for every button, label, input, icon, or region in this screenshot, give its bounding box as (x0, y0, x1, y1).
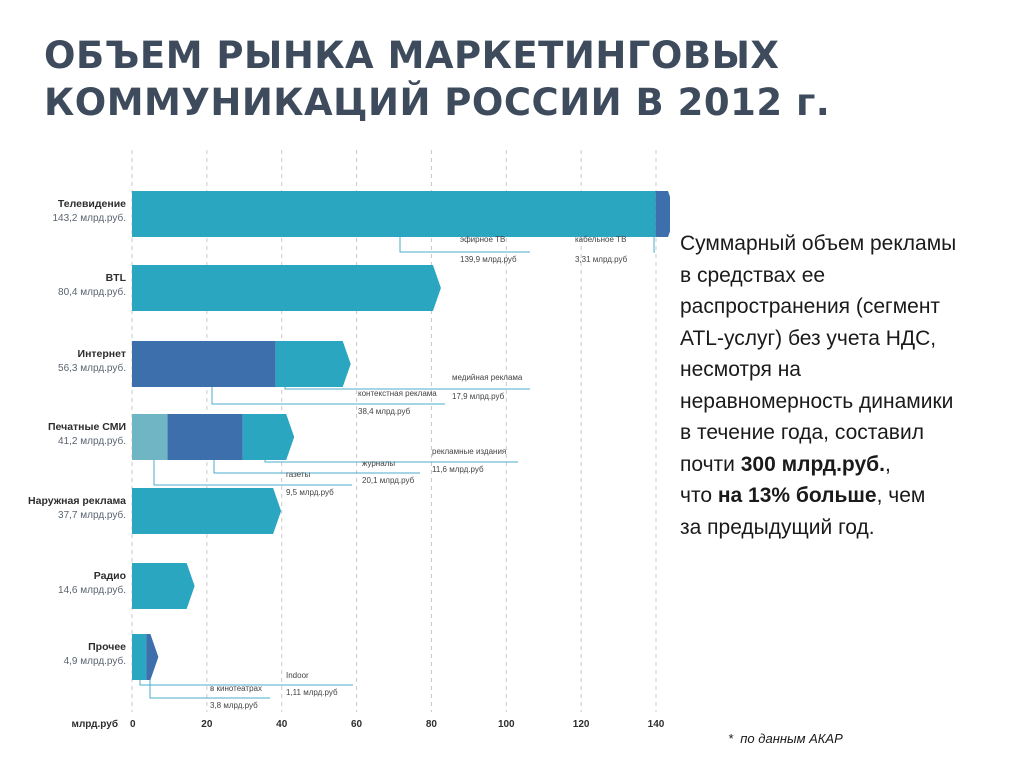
callout-segment-value: 3,8 млрд.руб (210, 701, 258, 710)
summary-line: неравномерность динамики (680, 389, 954, 413)
callout-segment-name: газеты (286, 470, 311, 479)
x-tick-label: 140 (648, 719, 665, 730)
summary-line: , чем (876, 484, 926, 507)
category-value-label: 80,4 млрд.руб. (58, 286, 126, 298)
summary-text: Суммарный объем рекламы в средствах ее р… (680, 228, 1020, 543)
x-tick-label: 120 (573, 719, 590, 730)
market-volume-chart: 0 20 40 60 80 100 120 140 млрд.руб Телевидение 143… (28, 150, 670, 730)
x-tick-label: 80 (426, 719, 438, 730)
category-label: Телевидение (58, 198, 126, 210)
callout-segment-name: контекстная реклама (358, 389, 437, 398)
callout-leader (284, 387, 530, 390)
callout-segment-value: 3,31 млрд.руб (575, 255, 628, 264)
callout-segment-name: в кинотеатрах (210, 684, 262, 693)
category-value-label: 56,3 млрд.руб. (58, 362, 126, 374)
callout-segment-name: кабельное ТВ (575, 235, 626, 244)
bar-segment (167, 414, 243, 460)
callout-leader (264, 460, 518, 463)
bar-segment (132, 488, 282, 534)
summary-line: Суммарный объем рекламы (680, 232, 957, 255)
callout-segment-name: Indoor (286, 671, 309, 680)
summary-line: в течение года, составил (680, 421, 924, 444)
bar-segment (132, 634, 147, 680)
callout-leader (653, 237, 655, 253)
summary-line: ATL-услуг) без учета НДС, (680, 326, 937, 350)
bar-segment (132, 563, 195, 609)
category-label: Наружная реклама (28, 495, 126, 507)
x-tick-label: 0 (130, 719, 136, 730)
callout-leader (399, 237, 530, 253)
bar-segment (275, 341, 351, 387)
callout-segment-value: 1,11 млрд.руб (286, 688, 338, 697)
summary-growth-highlight: на 13% больше (717, 484, 877, 507)
callout-segment-name: журналы (362, 459, 395, 468)
bar-segment (132, 341, 276, 387)
bar-segment (146, 634, 159, 680)
callout-leader (149, 680, 270, 699)
x-axis-label: млрд.руб (72, 718, 118, 730)
x-tick-label: 60 (351, 719, 363, 730)
category-label: Печатные СМИ (48, 421, 126, 433)
callout-segment-name: эфирное ТВ (460, 235, 505, 244)
summary-line: распространения (сегмент (680, 295, 941, 318)
callout-segment-name: рекламные издания (432, 447, 506, 456)
callout-segment-value: 38,4 млрд.руб (358, 407, 411, 416)
category-label: BTL (106, 272, 127, 284)
bar-segment (132, 414, 168, 460)
summary-line: , (884, 452, 891, 476)
category-value-label: 14,6 млрд.руб. (58, 584, 126, 596)
bar-segment (132, 191, 656, 237)
category-value-label: 41,2 млрд.руб. (58, 435, 126, 447)
bar-segment (242, 414, 295, 460)
x-tick-label: 100 (498, 719, 515, 730)
x-tick-label: 40 (276, 719, 288, 730)
callout-segment-name: медийная реклама (452, 373, 523, 382)
summary-line: почти (680, 452, 741, 476)
summary-line: в средствах ее (680, 263, 826, 287)
x-tick-label: 20 (201, 719, 213, 730)
callout-leader (153, 460, 352, 486)
bar-segment (655, 191, 670, 237)
callout-segment-value: 17,9 млрд.руб (452, 392, 505, 401)
category-label: Радио (94, 570, 126, 582)
callout-leader (211, 387, 445, 405)
summary-line: что (680, 484, 718, 507)
callout-leader (139, 680, 353, 686)
source-footnote: * по данным АКАР (728, 731, 843, 746)
callout-segment-value: 20,1 млрд.руб (362, 476, 415, 485)
page-title-line-2: КОММУНИКАЦИЙ РОССИИ В 2012 г. (44, 81, 831, 124)
callout-segment-value: 11,6 млрд.руб (432, 465, 484, 474)
summary-line: несмотря на (680, 358, 801, 381)
summary-line: за предыдущий год. (680, 515, 875, 539)
summary-total-highlight: 300 млрд.руб. (740, 452, 885, 476)
bar-segment (132, 265, 441, 311)
page-title-line-1: ОБЪЕМ РЫНКА МАРКЕТИНГОВЫХ (44, 34, 780, 77)
page-title: ОБЪЕМ РЫНКА МАРКЕТИНГОВЫХ КОММУНИКАЦИЙ Р… (44, 32, 830, 126)
category-value-label: 37,7 млрд.руб. (58, 509, 126, 521)
category-value-label: 4,9 млрд.руб. (64, 655, 126, 667)
callout-leader (213, 460, 420, 474)
category-value-label: 143,2 млрд.руб. (52, 212, 126, 224)
category-label: Прочее (88, 641, 126, 653)
category-label: Интернет (78, 348, 126, 360)
callout-segment-value: 9,5 млрд.руб (286, 488, 334, 497)
callout-segment-value: 139,9 млрд.руб (460, 255, 517, 264)
